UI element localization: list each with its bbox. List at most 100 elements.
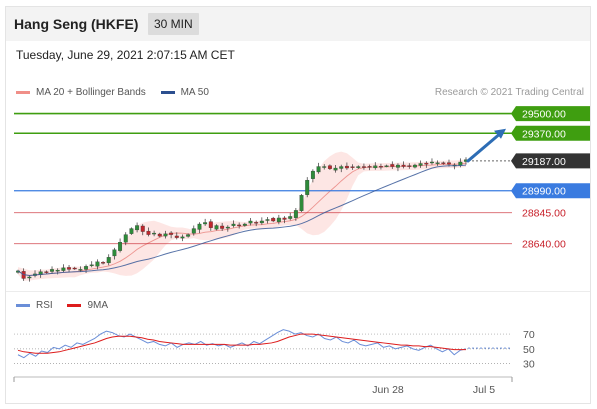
candle-body (208, 221, 213, 228)
candle-body (101, 262, 106, 264)
candle-body (89, 264, 94, 266)
price-tag-bg (511, 106, 590, 122)
rsi-ma-swatch (67, 303, 82, 307)
timeframe-badge[interactable]: 30 MIN (148, 13, 199, 35)
candle-body (271, 217, 276, 222)
ma20-line (17, 162, 467, 276)
credit-text: Research © 2021 Trading Central (434, 87, 584, 98)
candle-body (293, 210, 298, 218)
price-level-label: 29370.00 (522, 128, 566, 140)
candle-body (225, 226, 230, 229)
candle-body (44, 271, 49, 273)
candle-body (356, 166, 361, 168)
candle-body (67, 267, 71, 270)
rsi-swatch (16, 303, 30, 307)
candle-body (203, 222, 208, 225)
candle-body (61, 267, 66, 271)
candle-body (191, 228, 196, 234)
candle-body (435, 162, 440, 164)
chart-header: Hang Seng (HKFE) 30 MIN (6, 7, 590, 41)
candle-body (174, 235, 179, 238)
candle-body (27, 276, 32, 279)
target-arrowhead (494, 128, 506, 139)
candle-body (339, 166, 344, 169)
candle-body (78, 269, 83, 271)
price-tag-bg (511, 183, 590, 199)
candle-body (152, 232, 157, 235)
legend-ma20-label: MA 20 + Bollinger Bands (36, 87, 146, 98)
ma20-swatch (16, 90, 30, 94)
rsi-tick-label: 70 (523, 329, 535, 341)
candle-body (84, 266, 89, 270)
candle-body (390, 164, 395, 167)
candle-body (407, 165, 412, 167)
instrument-title: Hang Seng (HKFE) (14, 16, 139, 32)
rsi-tick-label: 30 (523, 359, 535, 371)
candle-body (265, 219, 270, 221)
candle-body (214, 225, 219, 230)
candle-body (140, 225, 145, 232)
candle-body (186, 234, 191, 237)
candle-body (322, 166, 327, 168)
price-level-tag: 28845.00 (522, 208, 566, 220)
chart-panel: Hang Seng (HKFE) 30 MIN Tuesday, June 29… (5, 6, 591, 404)
price-tag-bg (511, 125, 590, 141)
candle-body (367, 166, 372, 168)
candle-body (55, 269, 60, 272)
price-tag-bg (511, 153, 590, 169)
candle-body (327, 165, 332, 169)
ma50-line (17, 164, 467, 276)
legend-rsi-label: RSI (36, 300, 53, 311)
candle-body (180, 236, 185, 239)
candle-body (118, 242, 123, 251)
x-tick-label: Jul 5 (473, 384, 495, 396)
candle-body (395, 164, 400, 168)
candle-body (95, 261, 100, 267)
legend-ma20: MA 20 + Bollinger Bands (16, 87, 146, 98)
candle-body (350, 166, 355, 168)
candle-body (299, 195, 304, 211)
candle-body (197, 223, 202, 230)
legend-rsi: RSI (16, 300, 53, 311)
candle-body (361, 166, 366, 168)
bollinger-band (18, 151, 466, 281)
candle-body (146, 230, 151, 235)
price-level-label: 28640.00 (522, 239, 566, 251)
candle-body (231, 223, 236, 226)
candle-body (112, 249, 117, 257)
candle-body (344, 165, 349, 169)
legend-ma50-label: MA 50 (180, 87, 209, 98)
candle-body (373, 165, 378, 169)
candle-body (123, 234, 128, 243)
candle-body (276, 217, 281, 223)
candle-body (310, 170, 315, 179)
price-level-tag: 29187.00 (511, 153, 590, 169)
candle-body (378, 166, 383, 168)
rsi-ma-line (17, 333, 466, 354)
candle-body (305, 179, 310, 195)
price-level-tag: 28990.00 (511, 183, 590, 199)
candle-body (248, 220, 253, 224)
candle-body (169, 232, 174, 235)
x-tick-label: Jun 28 (372, 384, 404, 396)
candle-body (242, 223, 247, 226)
candle-body (157, 233, 162, 237)
candle-body (441, 162, 446, 164)
candle-body (384, 165, 389, 167)
candle-body (129, 228, 134, 234)
price-level-tag: 28640.00 (522, 239, 566, 251)
candle-body (237, 224, 242, 227)
candle-body (220, 225, 225, 229)
candle-body (288, 216, 293, 219)
price-level-tag: 29370.00 (511, 125, 590, 141)
price-level-label: 28845.00 (522, 208, 566, 220)
price-legend: MA 20 + Bollinger Bands MA 50 (16, 87, 221, 98)
candle-body (50, 269, 54, 272)
candle-body (135, 225, 140, 231)
candle-body (418, 163, 423, 166)
rsi-line (17, 329, 467, 359)
candle-body (430, 161, 434, 164)
candle-body (72, 267, 77, 270)
candle-body (316, 166, 321, 173)
target-arrow (466, 132, 502, 163)
